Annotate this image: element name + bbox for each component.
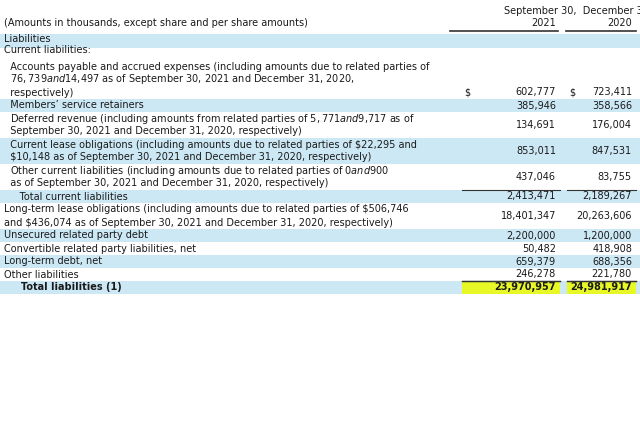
Text: 1,200,000: 1,200,000	[583, 231, 632, 241]
Text: and $436,074 as of September 30, 2021 and December 31, 2020, respectively): and $436,074 as of September 30, 2021 an…	[4, 218, 393, 228]
Text: 134,691: 134,691	[516, 120, 556, 130]
Text: $: $	[569, 88, 575, 98]
Text: 20,263,606: 20,263,606	[577, 211, 632, 221]
Bar	[0, 203, 640, 229]
Text: Other current liabilities (including amounts due to related parties of $0 and $9: Other current liabilities (including amo…	[4, 164, 389, 177]
Text: 418,908: 418,908	[592, 243, 632, 253]
Text: 847,531: 847,531	[592, 146, 632, 156]
Text: as of September 30, 2021 and December 31, 2020, respectively): as of September 30, 2021 and December 31…	[4, 178, 328, 188]
Text: $10,148 as of September 30, 2021 and December 31, 2020, respectively): $10,148 as of September 30, 2021 and Dec…	[4, 153, 371, 163]
Text: 688,356: 688,356	[592, 256, 632, 266]
Bar	[0, 138, 640, 164]
Text: 23,970,957: 23,970,957	[495, 283, 556, 293]
Bar	[0, 190, 640, 203]
Text: 2,200,000: 2,200,000	[507, 231, 556, 241]
Bar	[0, 34, 640, 48]
Bar	[0, 164, 640, 190]
Text: respectively): respectively)	[4, 88, 74, 98]
Bar	[0, 99, 640, 112]
Bar	[0, 281, 640, 294]
Text: Unsecured related party debt: Unsecured related party debt	[4, 231, 148, 241]
Text: 2,189,267: 2,189,267	[582, 191, 632, 201]
Bar	[0, 60, 640, 99]
Text: September 30,  December 31,: September 30, December 31,	[504, 6, 640, 16]
Bar	[0, 112, 640, 138]
Text: 18,401,347: 18,401,347	[500, 211, 556, 221]
Text: Current liabilities:: Current liabilities:	[4, 45, 91, 55]
Text: 602,777: 602,777	[516, 88, 556, 98]
Text: 246,278: 246,278	[516, 269, 556, 279]
Text: 723,411: 723,411	[592, 88, 632, 98]
Text: 24,981,917: 24,981,917	[570, 283, 632, 293]
Text: 50,482: 50,482	[522, 243, 556, 253]
Text: 2021: 2021	[531, 18, 556, 28]
Text: Accounts payable and accrued expenses (including amounts due to related parties : Accounts payable and accrued expenses (i…	[4, 61, 429, 72]
Text: $: $	[464, 88, 470, 98]
Bar	[0, 255, 640, 268]
Text: (Amounts in thousands, except share and per share amounts): (Amounts in thousands, except share and …	[4, 18, 308, 28]
Text: 659,379: 659,379	[516, 256, 556, 266]
Bar	[567, 281, 636, 294]
Text: 2,413,471: 2,413,471	[507, 191, 556, 201]
Bar	[0, 229, 640, 242]
Text: $76,739 and $14,497 as of September 30, 2021 and December 31, 2020,: $76,739 and $14,497 as of September 30, …	[4, 72, 355, 86]
Text: Total liabilities (1): Total liabilities (1)	[4, 283, 122, 293]
Text: Current lease obligations (including amounts due to related parties of $22,295 a: Current lease obligations (including amo…	[4, 140, 417, 150]
Text: 437,046: 437,046	[516, 172, 556, 182]
Text: Other liabilities: Other liabilities	[4, 269, 79, 279]
Text: 853,011: 853,011	[516, 146, 556, 156]
Text: Long-term lease obligations (including amounts due to related parties of $506,74: Long-term lease obligations (including a…	[4, 204, 408, 215]
Text: Long-term debt, net: Long-term debt, net	[4, 256, 102, 266]
Text: 176,004: 176,004	[592, 120, 632, 130]
Text: 385,946: 385,946	[516, 101, 556, 110]
Text: 2020: 2020	[607, 18, 632, 28]
Text: Convertible related party liabilities, net: Convertible related party liabilities, n…	[4, 243, 196, 253]
Text: 221,780: 221,780	[592, 269, 632, 279]
Text: 83,755: 83,755	[598, 172, 632, 182]
Text: Total current liabilities: Total current liabilities	[4, 191, 128, 201]
Text: Members’ service retainers: Members’ service retainers	[4, 101, 144, 110]
Text: Liabilities: Liabilities	[4, 34, 51, 44]
Text: 358,566: 358,566	[592, 101, 632, 110]
Bar	[0, 242, 640, 255]
Text: September 30, 2021 and December 31, 2020, respectively): September 30, 2021 and December 31, 2020…	[4, 126, 301, 136]
Bar	[0, 268, 640, 281]
Bar	[462, 281, 560, 294]
Text: Deferred revenue (including amounts from related parties of $5,771 and $9,717 as: Deferred revenue (including amounts from…	[4, 112, 415, 126]
